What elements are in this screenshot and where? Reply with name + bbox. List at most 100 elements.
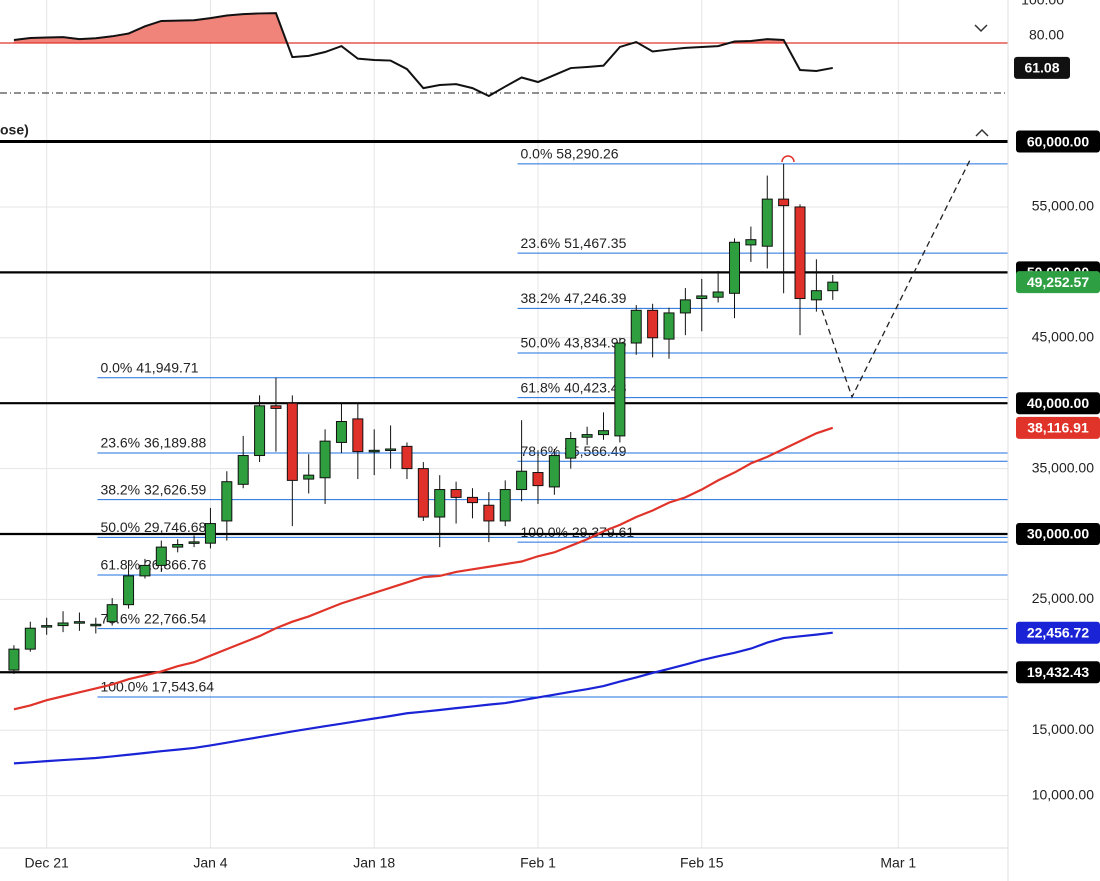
candle-body [335, 421, 347, 443]
candle-body [597, 430, 609, 436]
indicator-badge [1014, 56, 1070, 79]
level-badge [1016, 392, 1100, 415]
top-marker [781, 155, 795, 163]
fib-label: 0.0% 58,290.26 [521, 146, 619, 162]
candle-body [368, 449, 380, 453]
candle-body [466, 496, 478, 504]
candle-body [794, 206, 806, 300]
candle-body [516, 470, 528, 491]
candle-body [417, 468, 429, 518]
candle-body [532, 472, 544, 487]
candle-body [139, 564, 151, 577]
y-tick-label: 35,000.00 [1032, 459, 1094, 475]
candle-body [188, 541, 200, 544]
candle-body [810, 290, 822, 301]
candle-body [172, 543, 184, 548]
indicator-tick-label: 80.00 [1029, 27, 1064, 43]
level-badge [1016, 523, 1100, 546]
level-badge-label: 19,432.43 [1027, 664, 1089, 680]
y-tick-label: 10,000.00 [1032, 786, 1094, 802]
legend-text: ose) [0, 122, 29, 138]
fib-label: 78.6% 22,766.54 [100, 610, 206, 626]
fib-label: 0.0% 41,949.71 [100, 359, 198, 375]
close-badge [1016, 271, 1100, 294]
y-tick-label: 25,000.00 [1032, 590, 1094, 606]
candle-body [565, 438, 577, 459]
candle-body [237, 455, 249, 485]
candle-body [483, 504, 495, 522]
fib-label: 50.0% 43,834.93 [521, 335, 627, 351]
indicator-line [13, 12, 833, 98]
candle-body [106, 604, 118, 623]
candle-body [499, 489, 511, 522]
fib-label: 50.0% 29,746.68 [100, 519, 206, 535]
close-badge-label: 49,252.57 [1027, 274, 1089, 290]
level-badge [1016, 130, 1100, 153]
candle-body [679, 299, 691, 314]
candle-body [729, 241, 741, 294]
candle-body [8, 648, 20, 671]
fib-label: 100.0% 17,543.64 [100, 679, 214, 695]
candle-body [24, 627, 36, 650]
ma-badge-label: 38,116.91 [1027, 420, 1089, 436]
candle-body [434, 489, 446, 518]
collapse-icon[interactable] [974, 24, 988, 33]
fib-label: 23.6% 36,189.88 [100, 435, 206, 451]
candle-body [548, 455, 560, 488]
candle-body [761, 198, 773, 247]
candle-body [352, 418, 364, 453]
moving-average [13, 631, 833, 765]
expand-icon[interactable] [975, 128, 989, 137]
candle-body [385, 448, 397, 451]
candle-body [712, 291, 724, 298]
candle-body [73, 621, 85, 624]
price-axis: Dec 21 Jan 4 Jan 18 Feb 1 Feb 15 Mar 1 10,000.… [24, 0, 1100, 871]
fib-label: 38.2% 47,246.39 [521, 290, 627, 306]
level-badge-label: 60,000.00 [1027, 133, 1089, 149]
y-tick-label: 45,000.00 [1032, 328, 1094, 344]
candle-body [319, 440, 331, 479]
x-tick-label: Jan 4 [193, 855, 227, 871]
ma-badge [1016, 416, 1100, 439]
candle-body [663, 312, 675, 340]
candle-body [155, 546, 167, 566]
candle-body [286, 402, 298, 481]
candle-body [204, 523, 216, 544]
indicator-tick-label: 100.00 [1021, 0, 1064, 8]
candle-body [614, 342, 626, 437]
candle-body [647, 309, 659, 339]
x-tick-label: Feb 15 [680, 855, 724, 871]
candle-body [57, 622, 69, 627]
x-tick-label: Jan 18 [353, 855, 395, 871]
candle-body [123, 575, 135, 606]
y-tick-label: 55,000.00 [1032, 198, 1094, 214]
candle-body [450, 489, 462, 498]
indicator-fill [13, 13, 833, 44]
candle-body [221, 481, 233, 522]
x-tick-label: Dec 21 [24, 855, 69, 871]
x-tick-label: Feb 1 [520, 855, 556, 871]
candle-body [827, 281, 839, 292]
plot-area: 0.0% 58,290.26 23.6% 51,467.35 38.2% 47,24… [0, 12, 1008, 765]
fib-label: 38.2% 32,626.59 [100, 481, 206, 497]
x-tick-label: Mar 1 [880, 855, 916, 871]
candle-body [696, 295, 708, 300]
candle-body [745, 239, 757, 246]
fib-label: 23.6% 51,467.35 [521, 235, 627, 251]
candle-body [270, 405, 282, 409]
candle-body [401, 445, 413, 470]
ma-badge [1016, 621, 1100, 644]
candle-body [581, 434, 593, 438]
moving-average [13, 426, 834, 711]
fib-label: 100.0% 29,379.61 [521, 524, 635, 540]
candle-body [90, 623, 102, 627]
candle-body [630, 309, 642, 344]
level-badge [1016, 661, 1100, 684]
indicator-badge-label: 61.08 [1024, 60, 1059, 76]
candle-body [41, 625, 53, 628]
fib-label: 61.8% 26,866.76 [100, 557, 206, 573]
ma-badge-label: 22,456.72 [1027, 624, 1089, 640]
